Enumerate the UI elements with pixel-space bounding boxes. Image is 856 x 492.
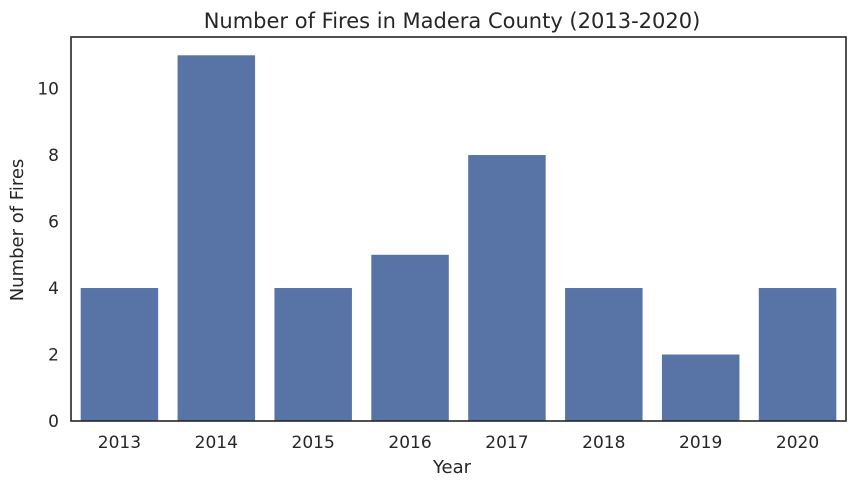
x-axis-label: Year	[432, 457, 472, 478]
x-tick-label: 2018	[582, 433, 625, 453]
bar-2013	[80, 288, 159, 421]
bar-2019	[661, 354, 740, 421]
bars-group	[80, 55, 837, 422]
x-tick-label: 2013	[98, 433, 141, 453]
plot-frame	[70, 36, 847, 422]
y-tick-label: 2	[48, 346, 59, 366]
chart-title: Number of Fires in Madera County (2013-2…	[204, 9, 701, 33]
y-tick-label: 0	[48, 412, 59, 432]
y-axis-label: Number of Fires	[7, 159, 28, 302]
x-tick-label: 2020	[776, 433, 819, 453]
x-tick-label: 2016	[388, 433, 431, 453]
bar-2016	[371, 254, 449, 421]
y-tick-label: 8	[48, 146, 59, 166]
bar-2014	[177, 55, 256, 422]
y-axis-ticks: 0 2 4 6 8 10	[37, 80, 59, 432]
x-tick-label: 2014	[195, 433, 238, 453]
bar-2020	[758, 288, 837, 421]
bar-2017	[468, 155, 546, 421]
x-tick-label: 2015	[292, 433, 335, 453]
x-axis-ticks: 2013 2014 2015 2016 2017 2018 2019 2020	[98, 433, 819, 453]
bar-2015	[274, 288, 352, 421]
bar-2018	[565, 288, 643, 421]
x-tick-label: 2019	[679, 433, 722, 453]
y-tick-label: 10	[37, 80, 59, 100]
x-tick-label: 2017	[485, 433, 528, 453]
y-tick-label: 6	[48, 213, 59, 233]
y-tick-label: 4	[48, 279, 59, 299]
